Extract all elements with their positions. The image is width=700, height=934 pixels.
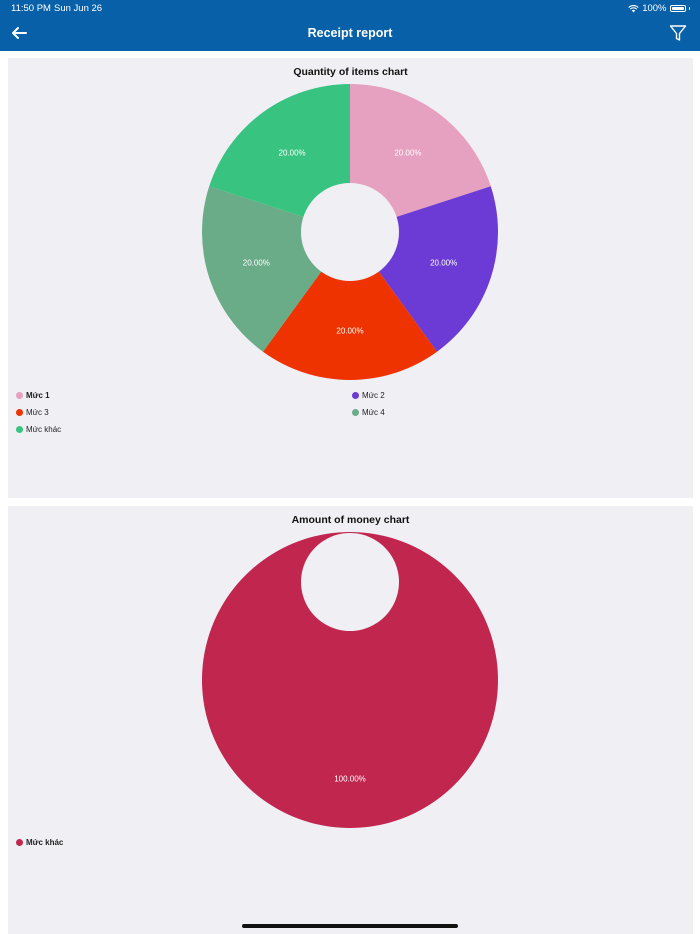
slice-mức-4[interactable] — [202, 186, 322, 352]
legend-label: Mức khác — [26, 425, 62, 434]
legend-dot-icon — [352, 392, 359, 399]
legend-label: Mức 3 — [26, 408, 49, 417]
legend-item[interactable]: Mức 2 — [352, 391, 385, 400]
legend-item[interactable]: Mức 1 — [16, 391, 50, 400]
slice-mức-1[interactable] — [350, 84, 491, 217]
slice-mức-khác[interactable] — [201, 532, 498, 828]
battery-percent: 100% — [642, 3, 667, 14]
legend-label: Mức khác — [26, 838, 64, 847]
status-time: 11:50 PM — [11, 3, 51, 14]
page-title: Receipt report — [307, 26, 393, 40]
legend-dot-icon — [16, 426, 23, 433]
wifi-icon — [628, 4, 639, 12]
legend-item[interactable]: Mức 3 — [16, 408, 49, 417]
back-button[interactable] — [10, 24, 30, 42]
quantity-donut-chart: 20.00% 20.00% 20.00% 20.00% 20.00% — [202, 84, 499, 381]
filter-icon — [669, 25, 687, 41]
slice-mức-2[interactable] — [378, 186, 499, 352]
slice-label: 20.00% — [430, 258, 457, 267]
legend-item[interactable]: Mức khác — [16, 838, 63, 847]
legend-label: Mức 2 — [362, 391, 385, 400]
legend-dot-icon — [352, 409, 359, 416]
battery-icon — [669, 5, 686, 12]
quantity-chart-card: Quantity of items chart 20.00% 20.00% 20.0… — [8, 58, 693, 498]
legend-dot-icon — [16, 392, 23, 399]
slice-mức-khác[interactable] — [209, 84, 350, 217]
legend-dot-icon — [16, 409, 23, 416]
slice-label: 20.00% — [394, 148, 421, 157]
arrow-left-icon — [12, 27, 27, 39]
chart-title: Amount of money chart — [291, 514, 410, 526]
legend-item[interactable]: Mức 4 — [352, 408, 385, 417]
home-indicator — [242, 924, 458, 928]
status-date: Sun Jun 26 — [54, 3, 103, 14]
filter-button[interactable] — [669, 24, 687, 42]
legend-item[interactable]: Mức khác — [16, 425, 61, 434]
slice-label: 20.00% — [279, 148, 306, 157]
slice-label: 20.00% — [336, 327, 363, 336]
legend-label: Mức 4 — [362, 408, 385, 417]
legend-label: Mức 1 — [26, 391, 50, 400]
money-donut-chart: 100.00% — [201, 532, 498, 828]
slice-label: 20.00% — [243, 258, 270, 267]
status-bar: 11:50 PM Sun Jun 26 100% — [0, 0, 700, 16]
chart-title: Quantity of items chart — [293, 66, 408, 78]
money-chart-card: Amount of money chart 100.00% Mức khác — [8, 506, 693, 934]
slice-mức-3[interactable] — [263, 271, 437, 381]
app-header: 11:50 PM Sun Jun 26 100% Receipt report — [0, 0, 700, 51]
status-indicators: 100% — [628, 3, 690, 14]
slice-label: 100.00% — [334, 775, 366, 784]
legend-dot-icon — [16, 839, 23, 846]
